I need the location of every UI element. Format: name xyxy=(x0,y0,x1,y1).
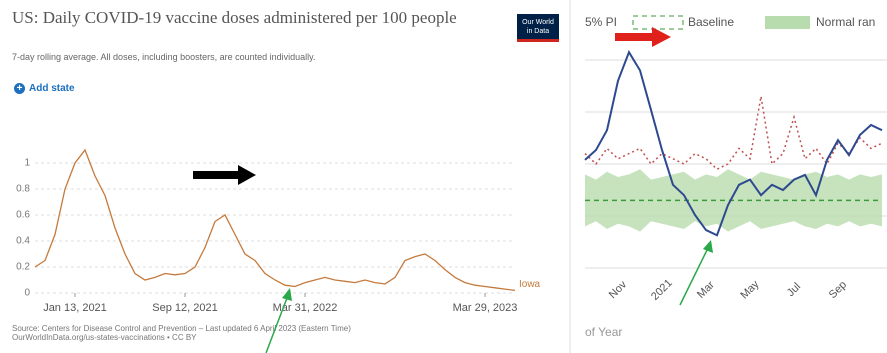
x-tick-label: Jul xyxy=(785,281,803,299)
legend-label: Baseline xyxy=(688,15,734,29)
red-arrow-head xyxy=(652,27,671,47)
x-tick-label: Sep 12, 2021 xyxy=(152,302,217,314)
x-tick-label: Mar 29, 2023 xyxy=(453,302,518,314)
y-tick-label: 0.2 xyxy=(16,262,30,273)
y-tick-label: 0.4 xyxy=(16,236,30,247)
chart-subtitle: 7-day rolling average. All doses, includ… xyxy=(12,52,316,62)
source-line: OurWorldInData.org/us-states-vaccination… xyxy=(12,333,197,342)
series-line xyxy=(34,148,516,292)
legend-label: 5% PI xyxy=(585,15,617,29)
source-line: Source: Centers for Disease Control and … xyxy=(12,324,351,333)
series-line xyxy=(584,96,883,171)
logo-line: in Data xyxy=(526,28,550,35)
x-tick-label: 2021 xyxy=(649,277,675,303)
x-tick-label: Jan 13, 2021 xyxy=(43,302,107,314)
y-tick-label: 1 xyxy=(24,158,30,169)
logo-line: Our World xyxy=(522,19,554,26)
green-arrow-head xyxy=(703,240,713,253)
source: Source: Centers for Disease Control and … xyxy=(12,324,351,342)
plus-icon: + xyxy=(14,83,25,94)
black-arrow-head xyxy=(238,165,256,185)
y-tick-label: 0 xyxy=(24,288,30,299)
x-tick-label: Nov xyxy=(607,278,630,301)
x-tick-label: Mar 31, 2022 xyxy=(273,302,338,314)
legend-swatch xyxy=(632,15,684,30)
series-label: Iowa xyxy=(519,279,541,290)
series-line xyxy=(584,49,883,237)
green-arrow-head xyxy=(282,288,292,301)
green-arrow xyxy=(679,247,709,306)
plots: 0 0.2 0.4 0.6 0.8 1 Jan 13, 2021 Sep 12, 2021 Ma… xyxy=(16,15,887,339)
annotations xyxy=(193,27,713,353)
y-tick-label: 0.8 xyxy=(16,184,30,195)
x-tick-label: Sep xyxy=(827,279,849,301)
green-arrow xyxy=(265,297,288,353)
chart-title: US: Daily COVID-19 vaccine doses adminis… xyxy=(12,8,457,27)
button-label: Add state xyxy=(29,83,75,94)
logo: Our World in Data xyxy=(517,14,559,42)
x-tick-label: May xyxy=(738,278,762,302)
add-state-button[interactable]: + Add state xyxy=(14,83,75,94)
x-tick-label: Mar xyxy=(695,279,717,301)
legend-swatch xyxy=(765,16,810,29)
x-axis-label: of Year xyxy=(585,325,622,339)
y-tick-label: 0.6 xyxy=(16,210,30,221)
legend-label: Normal ran xyxy=(816,15,875,29)
